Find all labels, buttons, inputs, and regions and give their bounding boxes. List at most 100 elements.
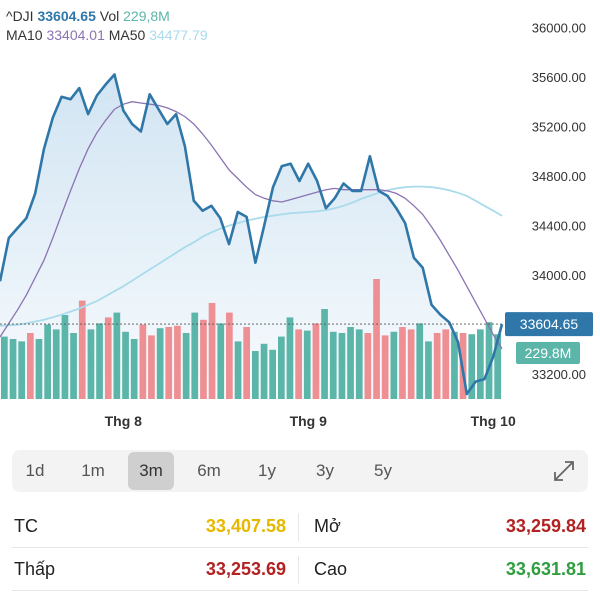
volume-bar	[52, 329, 60, 399]
y-tick-label: 34000.00	[532, 268, 586, 283]
volume-bar	[113, 312, 121, 399]
chart-header-ma: MA10 33404.01 MA50 34477.79	[6, 27, 208, 43]
volume-bar	[338, 333, 346, 399]
tab-1m[interactable]: 1m	[81, 461, 105, 480]
volume-bar	[78, 300, 86, 399]
volume-bar	[104, 317, 112, 399]
volume-bar	[477, 329, 484, 399]
stats-row-1: TC 33,407.58 Mở 33,259.84	[14, 506, 586, 548]
cao-value: 33,631.81	[505, 559, 586, 579]
ma10-value: 33404.01	[46, 27, 105, 43]
volume-bar	[433, 333, 441, 399]
volume-bar	[122, 331, 129, 399]
volume-bar	[442, 329, 450, 399]
tab-1y[interactable]: 1y	[258, 461, 276, 480]
stats-row-2: Thấp 33,253.69 Cao 33,631.81	[14, 549, 586, 591]
volume-bar	[44, 324, 51, 399]
volume-bar	[373, 279, 380, 399]
chart-header-price: ^DJI 33604.65 Vol 229,8M	[6, 8, 170, 24]
volume-bar	[381, 335, 389, 399]
tc-value: 33,407.58	[205, 516, 286, 536]
volume-bar	[96, 323, 103, 399]
volume-bar	[130, 339, 138, 399]
volume-bar	[226, 312, 233, 399]
volume-bar	[35, 339, 43, 399]
volume-bar	[208, 303, 216, 399]
volume-bar	[200, 319, 207, 399]
time-range-tabs: 1d 1m 3m 6m 1y 3y 5y	[12, 450, 588, 492]
volume-badge	[516, 342, 580, 364]
volume-bar	[494, 334, 501, 399]
volume-bar	[252, 351, 259, 399]
volume-bar	[139, 324, 147, 399]
volume-bar	[286, 317, 294, 399]
thap-value: 33,253.69	[205, 559, 286, 579]
ma50-value: 34477.79	[149, 27, 208, 43]
volume-bar	[278, 336, 285, 399]
volume-bar	[217, 323, 225, 399]
y-tick-label: 33200.00	[532, 367, 586, 382]
divider	[12, 590, 588, 591]
y-tick-label: 35200.00	[532, 120, 586, 135]
volume-bar	[70, 333, 77, 399]
current-price-badge	[505, 312, 593, 337]
x-tick-label: Thg 10	[471, 413, 516, 429]
volume-label: 229.8M	[525, 345, 572, 361]
price-line	[0, 73, 504, 396]
ma50-label: MA50	[108, 27, 146, 43]
y-tick-label: 36000.00	[532, 20, 586, 35]
x-tick-label: Thg 9	[290, 413, 328, 429]
divider	[298, 513, 299, 541]
tab-3y[interactable]: 3y	[316, 461, 334, 480]
volume-bar	[269, 349, 276, 399]
tab-3m[interactable]: 3m	[128, 452, 174, 490]
tc-label: TC	[14, 516, 38, 536]
mo-value: 33,259.84	[505, 516, 586, 536]
volume-bar	[485, 322, 493, 399]
y-tick-label: 34800.00	[532, 169, 586, 184]
volume-bar	[303, 330, 311, 399]
volume-bar	[243, 327, 250, 399]
volume-bar	[61, 315, 69, 399]
volume-bar	[260, 343, 268, 399]
volume-bar	[174, 325, 181, 399]
ma50-line	[0, 185, 503, 327]
volume-bar	[425, 341, 432, 399]
volume-bar	[399, 327, 406, 399]
cao-label: Cao	[314, 559, 348, 579]
thap-label: Thấp	[14, 559, 56, 579]
volume-bar	[9, 339, 17, 399]
expand-arrows-icon[interactable]	[552, 459, 576, 483]
volume-bar	[1, 336, 8, 399]
volume-bar	[18, 341, 25, 399]
volume-bar	[312, 323, 320, 399]
volume-bar	[468, 334, 476, 399]
x-tick-label: Thg 8	[105, 413, 143, 429]
volume-bar	[364, 333, 372, 399]
ma10-line	[0, 101, 503, 350]
volume-bar	[347, 327, 354, 399]
volume-bar	[295, 329, 302, 399]
volume-bar	[165, 327, 173, 399]
ma10-label: MA10	[6, 27, 43, 43]
tab-6m[interactable]: 6m	[197, 461, 221, 480]
vol-label: Vol	[99, 8, 120, 24]
volume-bar	[234, 341, 242, 399]
price-value: 33604.65	[37, 8, 96, 24]
divider	[12, 547, 588, 548]
volume-bar	[416, 323, 424, 399]
current-price-label: 33604.65	[520, 316, 579, 332]
volume-bar	[451, 331, 458, 399]
volume-bar	[182, 333, 190, 399]
volume-bar	[329, 331, 337, 399]
divider	[298, 556, 299, 584]
volume-bar	[148, 335, 155, 399]
volume-bar	[390, 331, 398, 399]
tab-1d[interactable]: 1d	[25, 461, 45, 480]
y-tick-label: 35600.00	[532, 70, 586, 85]
stock-chart[interactable]: 36000.00 35600.00 35200.00 34800.00 34400.00…	[0, 0, 600, 440]
volume-bar	[191, 312, 199, 399]
volume-bar	[321, 309, 328, 399]
volume-bar	[156, 328, 164, 399]
tab-5y[interactable]: 5y	[374, 461, 392, 480]
